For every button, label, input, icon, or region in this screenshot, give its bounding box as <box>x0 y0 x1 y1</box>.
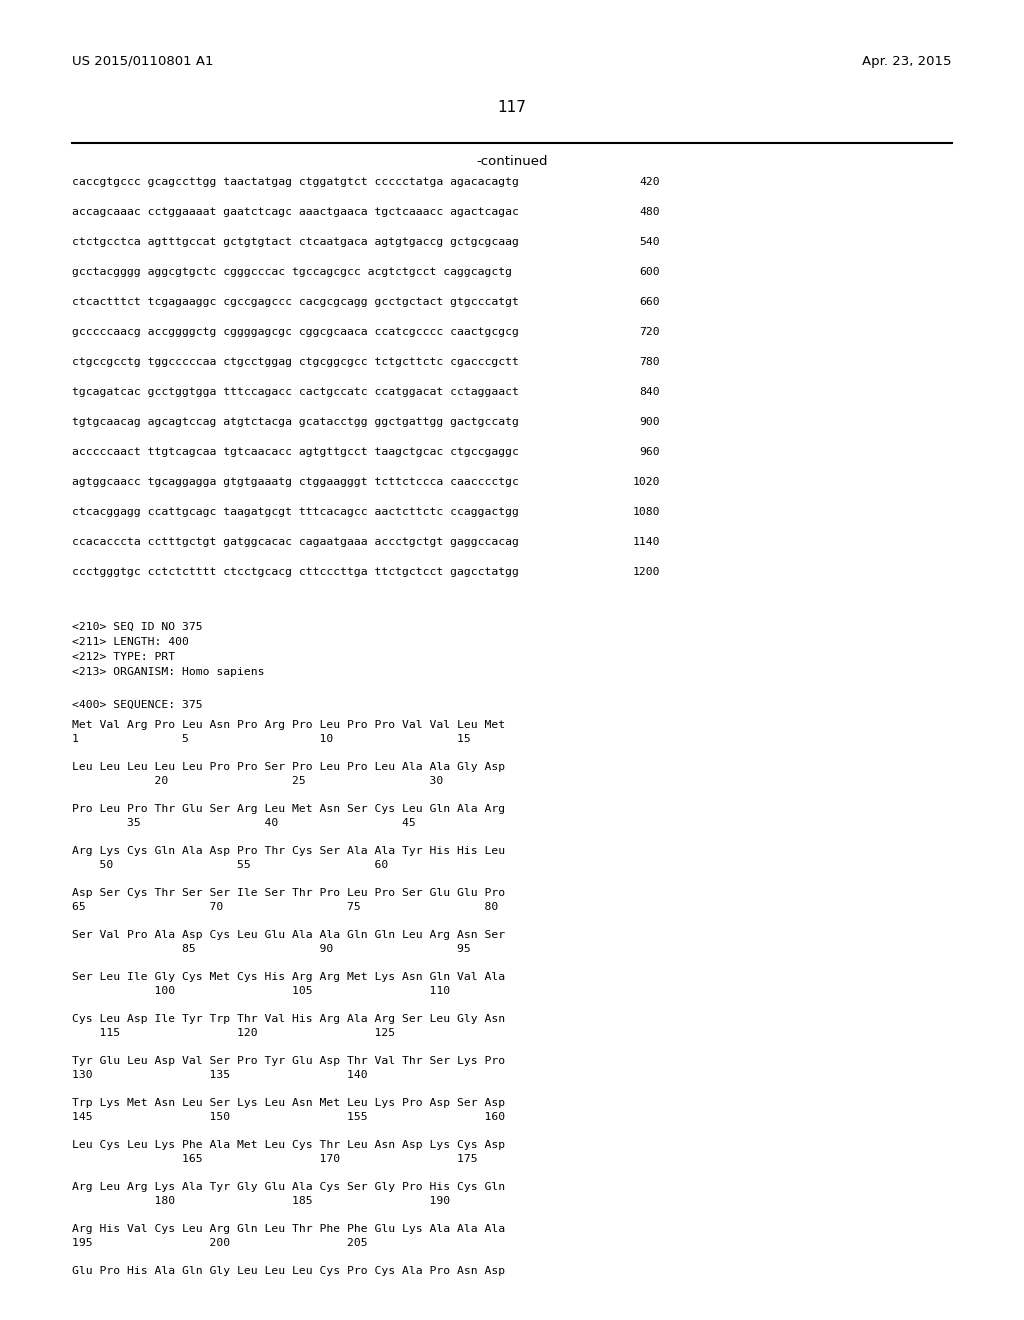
Text: US 2015/0110801 A1: US 2015/0110801 A1 <box>72 55 213 69</box>
Text: 50                  55                  60: 50 55 60 <box>72 861 388 870</box>
Text: 960: 960 <box>639 447 660 457</box>
Text: Arg Leu Arg Lys Ala Tyr Gly Glu Ala Cys Ser Gly Pro His Cys Gln: Arg Leu Arg Lys Ala Tyr Gly Glu Ala Cys … <box>72 1181 505 1192</box>
Text: 130                 135                 140: 130 135 140 <box>72 1071 368 1080</box>
Text: accagcaaac cctggaaaat gaatctcagc aaactgaaca tgctcaaacc agactcagac: accagcaaac cctggaaaat gaatctcagc aaactga… <box>72 207 519 216</box>
Text: 540: 540 <box>639 238 660 247</box>
Text: Ser Leu Ile Gly Cys Met Cys His Arg Arg Met Lys Asn Gln Val Ala: Ser Leu Ile Gly Cys Met Cys His Arg Arg … <box>72 972 505 982</box>
Text: Leu Leu Leu Leu Leu Pro Pro Ser Pro Leu Pro Leu Ala Ala Gly Asp: Leu Leu Leu Leu Leu Pro Pro Ser Pro Leu … <box>72 762 505 772</box>
Text: 840: 840 <box>639 387 660 397</box>
Text: -continued: -continued <box>476 154 548 168</box>
Text: <400> SEQUENCE: 375: <400> SEQUENCE: 375 <box>72 700 203 710</box>
Text: tgcagatcac gcctggtgga tttccagacc cactgccatc ccatggacat cctaggaact: tgcagatcac gcctggtgga tttccagacc cactgcc… <box>72 387 519 397</box>
Text: ctcactttct tcgagaaggc cgccgagccc cacgcgcagg gcctgctact gtgcccatgt: ctcactttct tcgagaaggc cgccgagccc cacgcgc… <box>72 297 519 308</box>
Text: 145                 150                 155                 160: 145 150 155 160 <box>72 1111 505 1122</box>
Text: Arg His Val Cys Leu Arg Gln Leu Thr Phe Phe Glu Lys Ala Ala Ala: Arg His Val Cys Leu Arg Gln Leu Thr Phe … <box>72 1224 505 1234</box>
Text: 100                 105                 110: 100 105 110 <box>72 986 451 997</box>
Text: <211> LENGTH: 400: <211> LENGTH: 400 <box>72 638 188 647</box>
Text: 660: 660 <box>639 297 660 308</box>
Text: 780: 780 <box>639 356 660 367</box>
Text: 720: 720 <box>639 327 660 337</box>
Text: Ser Val Pro Ala Asp Cys Leu Glu Ala Ala Gln Gln Leu Arg Asn Ser: Ser Val Pro Ala Asp Cys Leu Glu Ala Ala … <box>72 931 505 940</box>
Text: 85                  90                  95: 85 90 95 <box>72 944 471 954</box>
Text: 195                 200                 205: 195 200 205 <box>72 1238 368 1247</box>
Text: 1140: 1140 <box>633 537 660 546</box>
Text: 1080: 1080 <box>633 507 660 517</box>
Text: 900: 900 <box>639 417 660 426</box>
Text: gcctacgggg aggcgtgctc cgggcccac tgccagcgcc acgtctgcct caggcagctg: gcctacgggg aggcgtgctc cgggcccac tgccagcg… <box>72 267 512 277</box>
Text: 117: 117 <box>498 100 526 115</box>
Text: 600: 600 <box>639 267 660 277</box>
Text: 35                  40                  45: 35 40 45 <box>72 818 416 828</box>
Text: ccacacccta cctttgctgt gatggcacac cagaatgaaa accctgctgt gaggccacag: ccacacccta cctttgctgt gatggcacac cagaatg… <box>72 537 519 546</box>
Text: <213> ORGANISM: Homo sapiens: <213> ORGANISM: Homo sapiens <box>72 667 264 677</box>
Text: ccctgggtgc cctctctttt ctcctgcacg cttcccttga ttctgctcct gagcctatgg: ccctgggtgc cctctctttt ctcctgcacg cttccct… <box>72 568 519 577</box>
Text: Apr. 23, 2015: Apr. 23, 2015 <box>862 55 952 69</box>
Text: 115                 120                 125: 115 120 125 <box>72 1028 395 1038</box>
Text: caccgtgccc gcagccttgg taactatgag ctggatgtct ccccctatga agacacagtg: caccgtgccc gcagccttgg taactatgag ctggatg… <box>72 177 519 187</box>
Text: Arg Lys Cys Gln Ala Asp Pro Thr Cys Ser Ala Ala Tyr His His Leu: Arg Lys Cys Gln Ala Asp Pro Thr Cys Ser … <box>72 846 505 855</box>
Text: Tyr Glu Leu Asp Val Ser Pro Tyr Glu Asp Thr Val Thr Ser Lys Pro: Tyr Glu Leu Asp Val Ser Pro Tyr Glu Asp … <box>72 1056 505 1067</box>
Text: Asp Ser Cys Thr Ser Ser Ile Ser Thr Pro Leu Pro Ser Glu Glu Pro: Asp Ser Cys Thr Ser Ser Ile Ser Thr Pro … <box>72 888 505 898</box>
Text: Cys Leu Asp Ile Tyr Trp Thr Val His Arg Ala Arg Ser Leu Gly Asn: Cys Leu Asp Ile Tyr Trp Thr Val His Arg … <box>72 1014 505 1024</box>
Text: tgtgcaacag agcagtccag atgtctacga gcatacctgg ggctgattgg gactgccatg: tgtgcaacag agcagtccag atgtctacga gcatacc… <box>72 417 519 426</box>
Text: 20                  25                  30: 20 25 30 <box>72 776 443 785</box>
Text: Leu Cys Leu Lys Phe Ala Met Leu Cys Thr Leu Asn Asp Lys Cys Asp: Leu Cys Leu Lys Phe Ala Met Leu Cys Thr … <box>72 1140 505 1150</box>
Text: agtggcaacc tgcaggagga gtgtgaaatg ctggaagggt tcttctccca caacccctgc: agtggcaacc tgcaggagga gtgtgaaatg ctggaag… <box>72 477 519 487</box>
Text: Glu Pro His Ala Gln Gly Leu Leu Leu Cys Pro Cys Ala Pro Asn Asp: Glu Pro His Ala Gln Gly Leu Leu Leu Cys … <box>72 1266 505 1276</box>
Text: ctctgcctca agtttgccat gctgtgtact ctcaatgaca agtgtgaccg gctgcgcaag: ctctgcctca agtttgccat gctgtgtact ctcaatg… <box>72 238 519 247</box>
Text: ctcacggagg ccattgcagc taagatgcgt tttcacagcc aactcttctc ccaggactgg: ctcacggagg ccattgcagc taagatgcgt tttcaca… <box>72 507 519 517</box>
Text: 165                 170                 175: 165 170 175 <box>72 1154 477 1164</box>
Text: <212> TYPE: PRT: <212> TYPE: PRT <box>72 652 175 663</box>
Text: ctgccgcctg tggcccccaa ctgcctggag ctgcggcgcc tctgcttctc cgacccgctt: ctgccgcctg tggcccccaa ctgcctggag ctgcggc… <box>72 356 519 367</box>
Text: 480: 480 <box>639 207 660 216</box>
Text: 1200: 1200 <box>633 568 660 577</box>
Text: gcccccaacg accggggctg cggggagcgc cggcgcaaca ccatcgcccc caactgcgcg: gcccccaacg accggggctg cggggagcgc cggcgca… <box>72 327 519 337</box>
Text: 1020: 1020 <box>633 477 660 487</box>
Text: Trp Lys Met Asn Leu Ser Lys Leu Asn Met Leu Lys Pro Asp Ser Asp: Trp Lys Met Asn Leu Ser Lys Leu Asn Met … <box>72 1098 505 1107</box>
Text: acccccaact ttgtcagcaa tgtcaacacc agtgttgcct taagctgcac ctgccgaggc: acccccaact ttgtcagcaa tgtcaacacc agtgttg… <box>72 447 519 457</box>
Text: Met Val Arg Pro Leu Asn Pro Arg Pro Leu Pro Pro Val Val Leu Met: Met Val Arg Pro Leu Asn Pro Arg Pro Leu … <box>72 719 505 730</box>
Text: <210> SEQ ID NO 375: <210> SEQ ID NO 375 <box>72 622 203 632</box>
Text: 1               5                   10                  15: 1 5 10 15 <box>72 734 471 744</box>
Text: 180                 185                 190: 180 185 190 <box>72 1196 451 1206</box>
Text: 420: 420 <box>639 177 660 187</box>
Text: 65                  70                  75                  80: 65 70 75 80 <box>72 902 499 912</box>
Text: Pro Leu Pro Thr Glu Ser Arg Leu Met Asn Ser Cys Leu Gln Ala Arg: Pro Leu Pro Thr Glu Ser Arg Leu Met Asn … <box>72 804 505 814</box>
